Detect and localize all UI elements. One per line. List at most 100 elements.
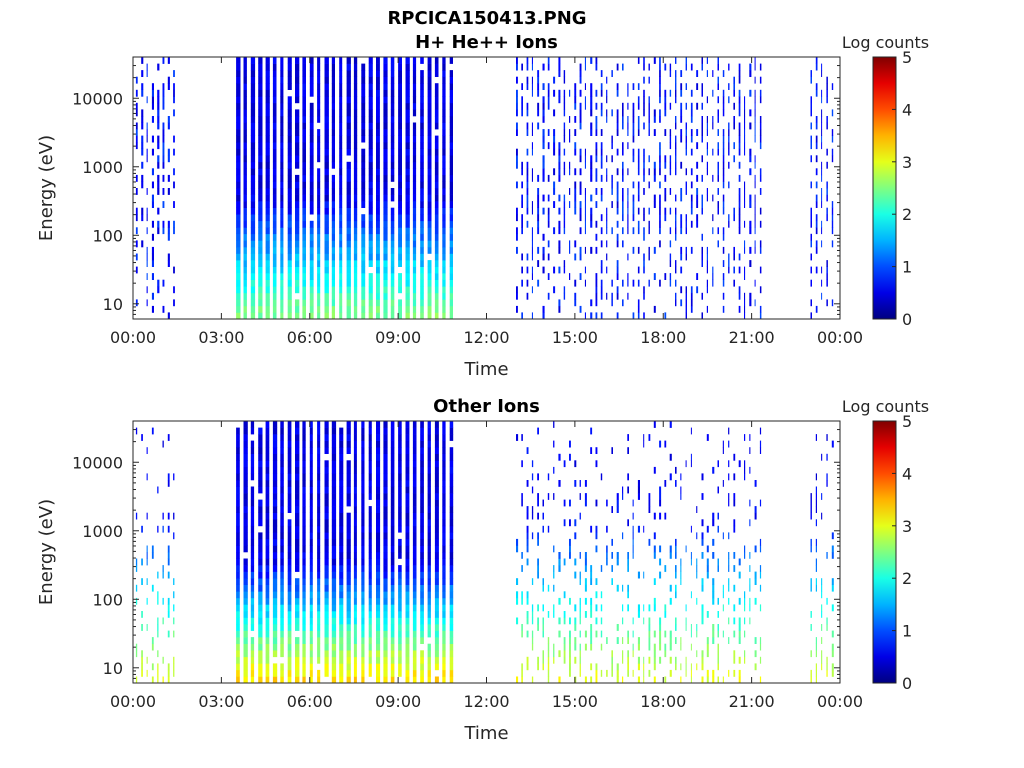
spectrogram-cell [563,637,566,644]
spectrogram-cell [744,148,746,156]
spectrogram-cell [449,227,453,235]
spectrogram-cell [376,96,380,104]
spectrogram-cell [167,57,170,64]
spectrogram-cell [353,240,358,248]
spectrogram-cell [383,201,388,208]
spectrogram-cell [579,76,582,84]
spectrogram-cell [243,571,248,579]
x-tick-label: 00:00 [110,328,156,347]
spectrogram-cell [353,207,358,215]
spectrogram-cell [427,96,432,104]
spectrogram-cell [815,493,817,500]
spectrogram-cell [449,597,454,605]
spectrogram-cell [390,63,395,71]
spectrogram-cell [653,597,656,605]
spectrogram-cell [733,214,735,222]
spectrogram-cell [831,643,834,651]
spectrogram-cell [579,305,582,313]
spectrogram-cell [664,273,667,280]
spectrogram-cell [141,148,144,156]
spectrogram-cell [265,266,270,274]
spectrogram-cell [749,70,752,77]
spectrogram-cell [141,57,144,64]
spectrogram-cell [749,617,751,625]
spectrogram-cell [265,70,270,77]
spectrogram-cell [722,260,725,267]
spectrogram-cell [542,109,545,117]
spectrogram-cell [442,453,446,461]
spectrogram-cell [346,473,351,481]
spectrogram-cell [390,630,395,638]
spectrogram-cell [368,591,372,599]
spectrogram-cell [616,260,619,267]
spectrogram-cell [141,122,144,130]
spectrogram-cell [302,676,306,684]
spectrogram-cell [398,499,402,507]
spectrogram-cell [744,630,746,638]
spectrogram-cell [569,129,571,136]
spectrogram-cell [434,440,439,448]
spectrogram-cell [706,286,708,294]
spectrogram-cell [383,532,388,540]
spectrogram-cell [722,174,725,182]
spectrogram-cell [309,538,313,546]
spectrogram-cell [258,135,263,143]
spectrogram-cell [434,188,439,195]
spectrogram-cell [250,663,255,671]
spectrogram-cell [420,240,424,248]
spectrogram-cell [434,174,439,182]
spectrogram-cell [627,447,629,454]
spectrogram-cell [434,305,439,313]
spectrogram-cell [295,142,300,150]
spectrogram-cell [442,669,446,677]
spectrogram-cell [272,168,277,176]
spectrogram-cell [383,214,388,222]
spectrogram-cell [420,499,424,507]
spectrogram-cell [272,122,277,130]
spectrogram-cell [383,142,388,150]
spectrogram-cell [675,663,677,671]
spectrogram-cell [398,227,402,235]
spectrogram-cell [622,109,624,117]
spectrogram-cell [309,233,314,241]
spectrogram-cell [412,473,417,481]
spectrogram-cell [680,83,683,90]
spectrogram-cell [632,116,635,123]
spectrogram-cell [287,663,292,671]
spectrogram-cell [339,227,343,235]
spectrogram-cell [722,480,724,487]
spectrogram-cell [361,486,365,494]
spectrogram-cell [412,273,417,280]
spectrogram-cell [664,630,667,638]
spectrogram-cell [287,76,292,84]
spectrogram-cell [167,76,170,84]
spectrogram-cell [810,650,812,658]
spectrogram-cell [442,63,446,71]
spectrogram-cell [595,299,598,307]
spectrogram-cell [258,168,263,176]
spectrogram-cell [590,168,593,176]
spectrogram-cell [243,506,248,513]
spectrogram-cell [302,558,306,566]
spectrogram-cell [722,604,724,612]
spectrogram-cell [309,102,314,110]
spectrogram-cell [317,453,321,461]
spectrogram-cell [331,174,335,182]
spectrogram-cell [135,240,138,248]
spectrogram-cell [442,129,446,136]
spectrogram-cell [390,299,395,307]
spectrogram-cell [584,611,587,618]
spectrogram-cell [632,102,635,110]
spectrogram-cell [449,663,454,671]
spectrogram-cell [346,109,351,117]
spectrogram-cell [295,643,300,651]
spectrogram-cell [516,597,519,605]
spectrogram-cell [815,558,817,566]
spectrogram-cell [265,260,270,267]
spectrogram-cell [361,637,365,644]
spectrogram-cell [309,466,313,474]
spectrogram-cell [449,499,454,507]
spectrogram-cell [738,102,741,110]
spectrogram-cell [295,63,300,71]
spectrogram-cell [821,116,823,123]
